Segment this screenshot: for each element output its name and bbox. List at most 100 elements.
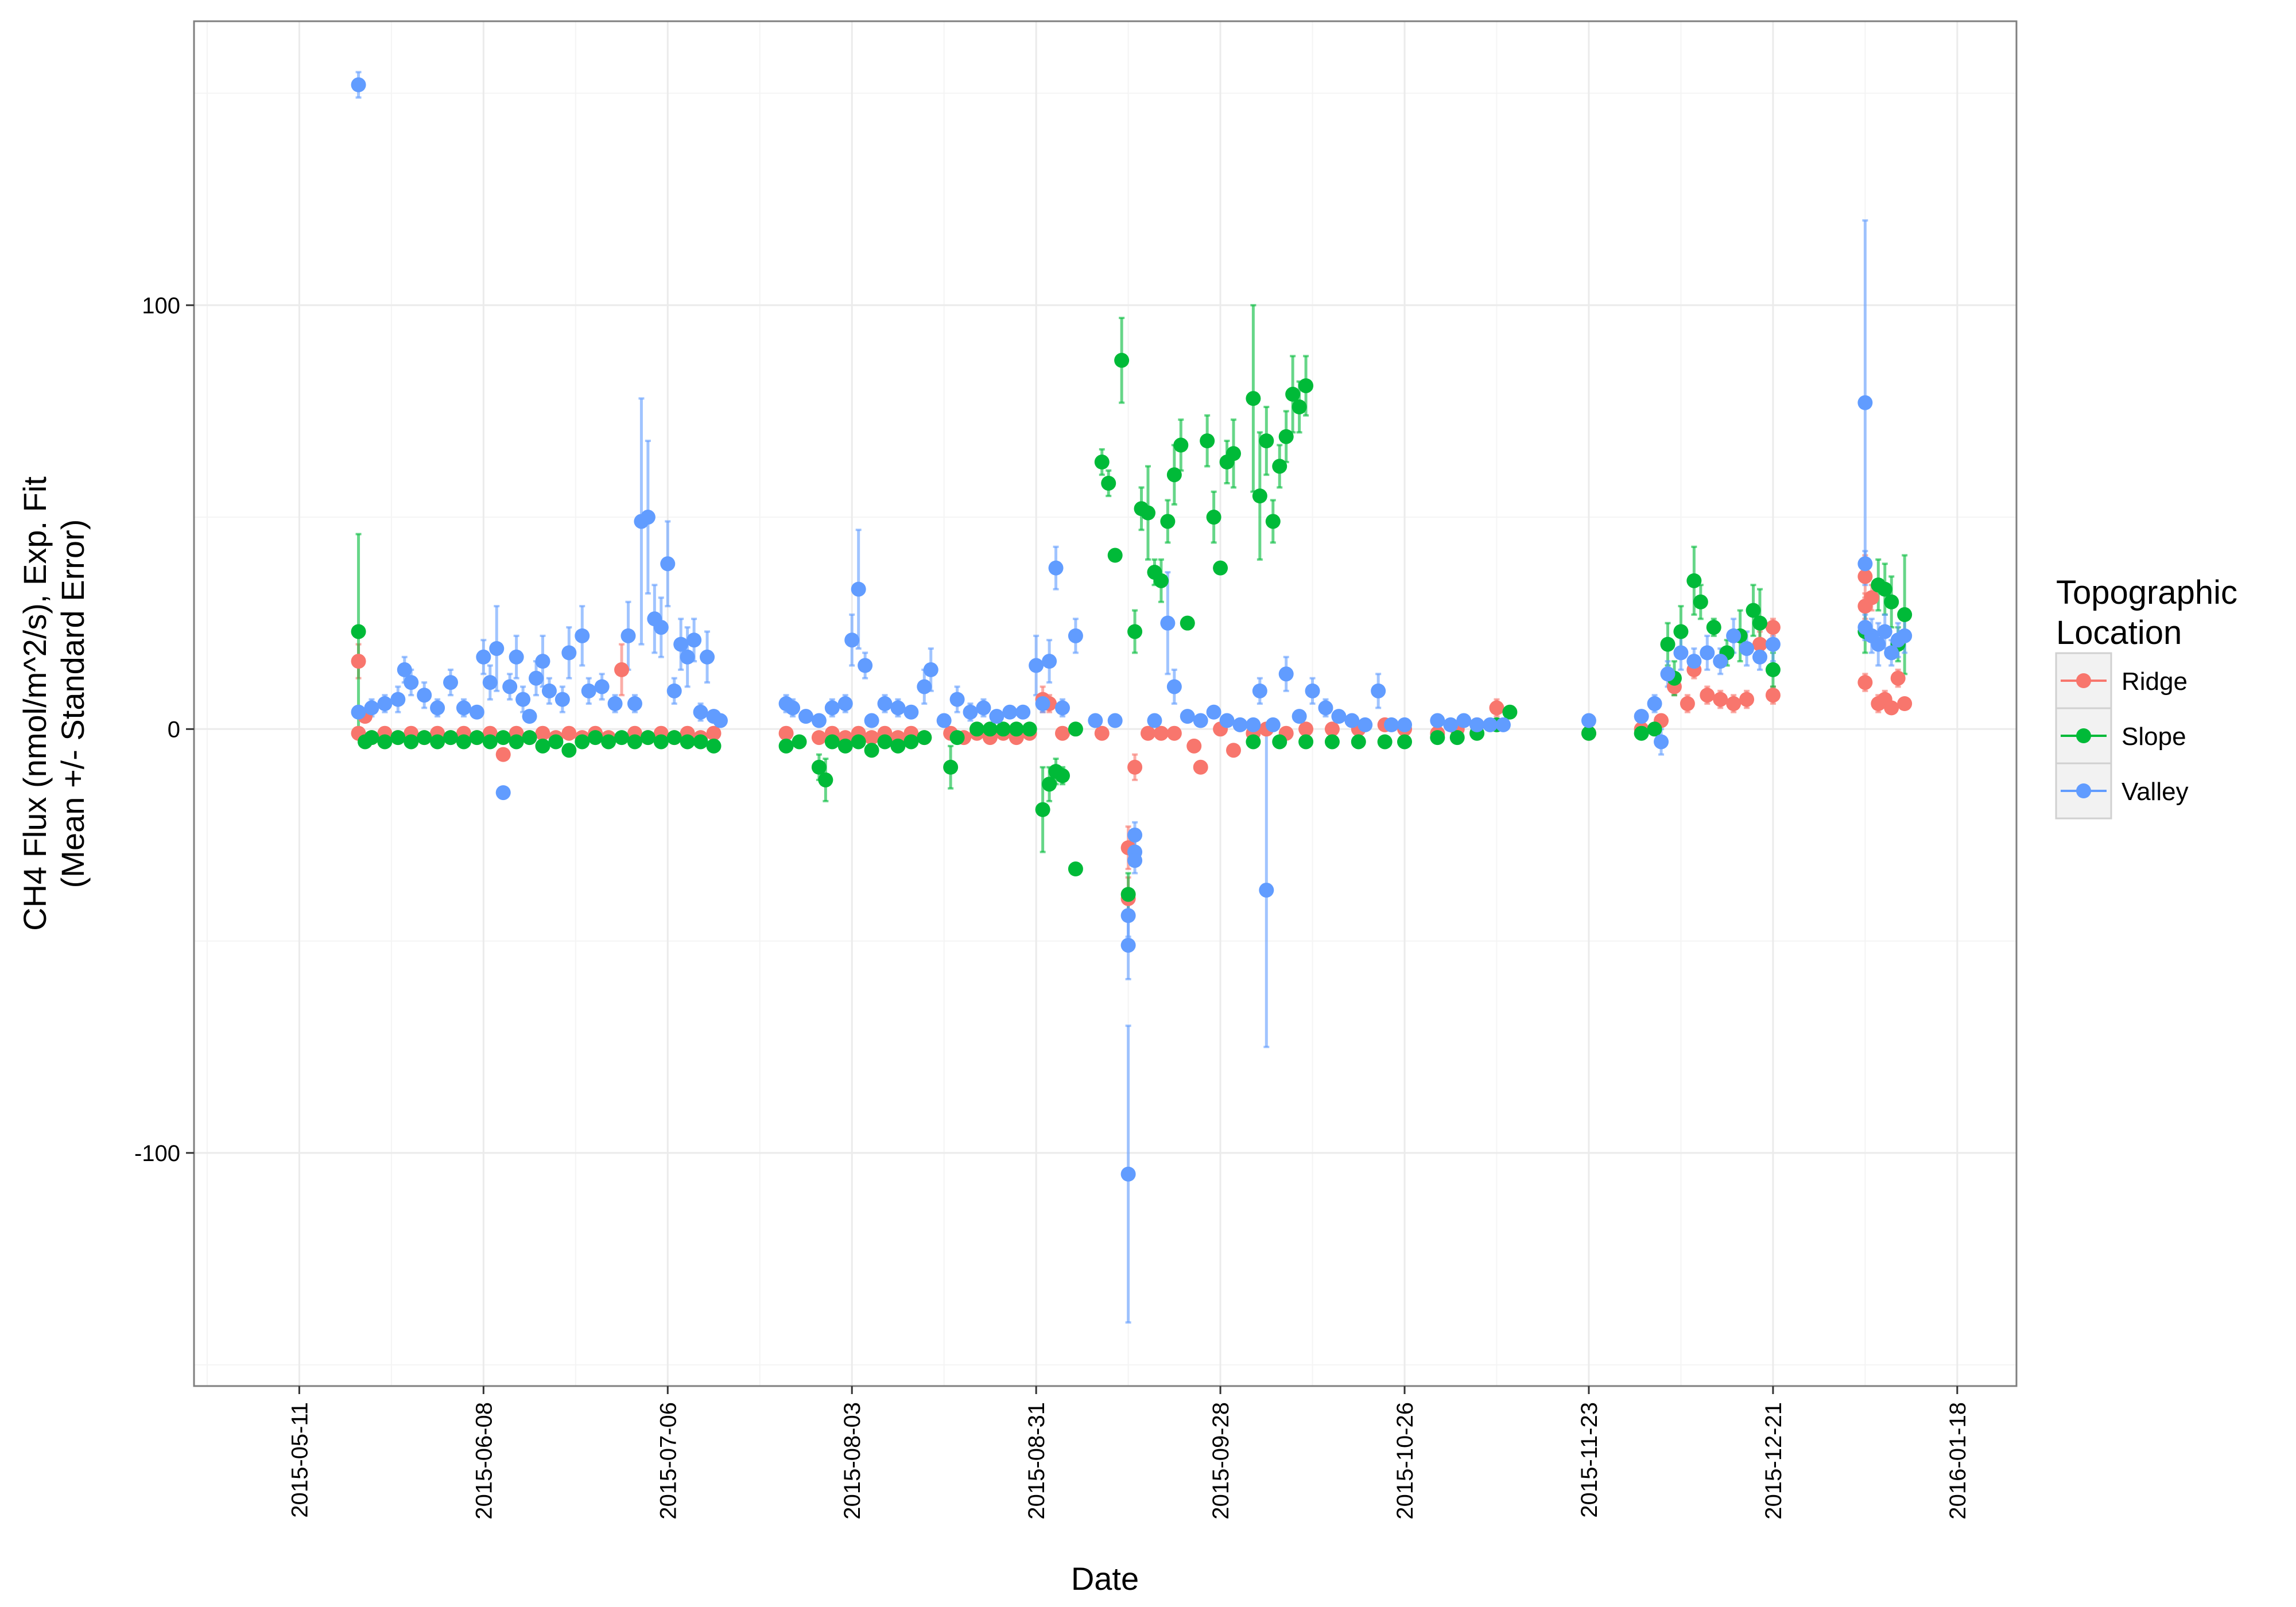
data-point-valley [653, 620, 669, 635]
data-point-valley [1371, 683, 1386, 698]
data-point-valley [864, 713, 879, 728]
data-point-valley [824, 700, 840, 716]
data-point-valley [554, 692, 570, 707]
data-point-ridge [1094, 725, 1110, 741]
data-point-valley [1219, 713, 1235, 728]
data-point-slope [1581, 725, 1596, 741]
data-point-valley [1686, 654, 1702, 669]
data-point-slope [1660, 636, 1676, 652]
data-points [351, 77, 1913, 1182]
data-point-slope [614, 730, 630, 746]
data-point-valley [923, 662, 938, 677]
data-point-ridge [1226, 743, 1242, 758]
data-point-ridge [1700, 688, 1715, 703]
data-point-slope [864, 743, 879, 758]
data-point-slope [811, 759, 827, 775]
data-point-slope [969, 721, 984, 737]
data-point-ridge [1726, 696, 1742, 711]
data-point-slope [1068, 721, 1083, 737]
data-point-slope [792, 734, 807, 750]
data-point-slope [1042, 777, 1057, 792]
data-point-slope [588, 730, 603, 746]
data-point-ridge [1193, 759, 1208, 775]
data-point-slope [1200, 433, 1215, 449]
data-point-slope [377, 734, 393, 750]
data-point-slope [1351, 734, 1366, 750]
data-point-slope [949, 730, 965, 746]
legend-label-valley: Valley [2122, 778, 2189, 806]
data-point-valley [1700, 645, 1715, 661]
data-point-ridge [1141, 725, 1156, 741]
data-point-ridge [1765, 620, 1781, 635]
data-point-slope [1009, 721, 1024, 737]
y-tick-label: 100 [142, 293, 180, 319]
data-point-slope [351, 624, 366, 639]
data-point-slope [561, 743, 577, 758]
data-point-valley [417, 688, 432, 703]
data-point-ridge [351, 654, 366, 669]
x-tick-label: 2015-10-26 [1393, 1402, 1418, 1520]
data-point-valley [1193, 713, 1208, 728]
data-point-slope [1068, 861, 1083, 877]
data-point-valley [949, 692, 965, 707]
data-point-valley [1344, 713, 1360, 728]
data-point-valley [1726, 628, 1742, 643]
data-point-valley [785, 700, 801, 716]
data-point-valley [1673, 645, 1689, 661]
data-point-slope [1213, 560, 1228, 576]
data-point-slope [1259, 433, 1274, 449]
data-point-slope [1746, 603, 1761, 618]
data-point-slope [1166, 467, 1182, 483]
data-point-valley [798, 709, 813, 724]
x-tick-label: 2015-09-28 [1208, 1402, 1234, 1520]
data-point-slope [430, 734, 445, 750]
data-point-slope [818, 772, 833, 787]
data-point-slope [1252, 488, 1267, 504]
data-point-ridge [1890, 670, 1906, 686]
data-point-valley [627, 696, 642, 711]
data-point-slope [1265, 514, 1281, 529]
data-point-slope [1022, 721, 1037, 737]
data-point-slope [1141, 505, 1156, 521]
x-tick-label: 2016-01-18 [1945, 1402, 1971, 1520]
data-point-valley [443, 675, 459, 690]
major-gridlines [194, 21, 2016, 1386]
data-point-ridge [1298, 721, 1314, 737]
data-point-valley [581, 683, 596, 698]
data-point-valley [640, 510, 656, 525]
data-point-valley [404, 675, 419, 690]
legend-key-point-valley [2076, 783, 2091, 798]
data-point-slope [443, 730, 459, 746]
data-point-slope [995, 721, 1011, 737]
legend-keys: Ridge Slope Valley [2055, 652, 2189, 820]
data-point-valley [1305, 683, 1320, 698]
data-point-valley [1120, 1166, 1136, 1182]
data-point-valley [529, 670, 544, 686]
data-point-valley [351, 77, 366, 92]
y-tick-label: 0 [168, 717, 180, 742]
data-point-valley [1054, 700, 1070, 716]
data-point-valley [482, 675, 498, 690]
legend-title-line2: Location [2056, 614, 2182, 651]
data-point-valley [1088, 713, 1103, 728]
data-point-valley [851, 581, 866, 597]
data-point-slope [982, 721, 998, 737]
data-point-slope [1673, 624, 1689, 639]
data-point-valley [489, 641, 505, 656]
data-point-slope [1246, 734, 1261, 750]
data-point-valley [837, 696, 853, 711]
data-point-slope [1706, 620, 1721, 635]
x-tick-label: 2015-08-03 [840, 1402, 865, 1520]
data-point-slope [1272, 734, 1287, 750]
data-point-valley [1166, 679, 1182, 694]
data-point-slope [627, 734, 642, 750]
data-point-slope [851, 734, 866, 750]
data-point-valley [1397, 717, 1413, 732]
data-point-slope [1897, 607, 1913, 622]
data-point-valley [1857, 395, 1873, 410]
data-point-slope [495, 730, 511, 746]
data-point-valley [1252, 683, 1267, 698]
legend-label-slope: Slope [2122, 723, 2186, 751]
data-point-ridge [811, 730, 827, 746]
data-point-slope [1160, 514, 1176, 529]
